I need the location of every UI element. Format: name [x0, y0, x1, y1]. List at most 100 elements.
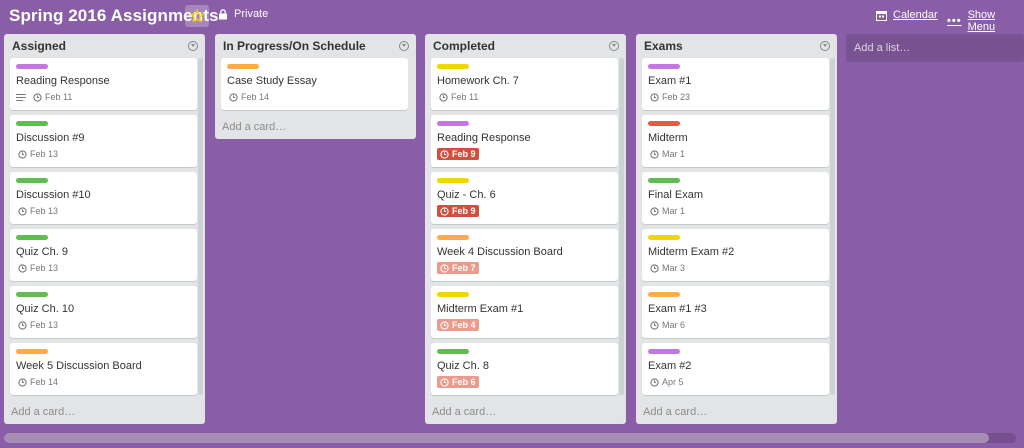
due-date-badge: Mar 6 — [648, 319, 687, 331]
card[interactable]: Reading Response Feb 9 — [431, 115, 618, 167]
card[interactable]: Reading Response Feb 11 — [10, 58, 197, 110]
card-label[interactable] — [648, 235, 680, 240]
card[interactable]: Quiz Ch. 9 Feb 13 — [10, 229, 197, 281]
card-label[interactable] — [227, 64, 259, 69]
card[interactable]: Final Exam Mar 1 — [642, 172, 829, 224]
star-button[interactable] — [185, 5, 209, 27]
card-badges: Mar 3 — [648, 262, 823, 274]
list-header: Exams — [636, 34, 837, 58]
list-menu-icon[interactable] — [399, 41, 409, 51]
card-title: Quiz - Ch. 6 — [437, 189, 496, 201]
card-title: Homework Ch. 7 — [437, 75, 519, 87]
card-badges: Feb 9 — [437, 205, 612, 217]
clock-icon — [229, 92, 238, 102]
card-label[interactable] — [16, 64, 48, 69]
clock-icon — [440, 320, 449, 330]
board-horizontal-scrollbar[interactable] — [4, 433, 1016, 443]
list-title[interactable]: In Progress/On Schedule — [223, 39, 366, 53]
card-label[interactable] — [437, 349, 469, 354]
card-label[interactable] — [437, 64, 469, 69]
due-date: Mar 1 — [662, 149, 686, 159]
due-date: Feb 9 — [452, 206, 476, 216]
add-card-button[interactable]: Add a card… — [432, 406, 497, 418]
add-card-button[interactable]: Add a card… — [222, 121, 287, 133]
card-label[interactable] — [437, 121, 469, 126]
card-badges: Feb 14 — [227, 91, 402, 103]
card-title: Discussion #10 — [16, 189, 91, 201]
card[interactable]: Midterm Exam #1 Feb 4 — [431, 286, 618, 338]
card[interactable]: Exam #1 #3 Mar 6 — [642, 286, 829, 338]
scrollbar-thumb[interactable] — [4, 433, 989, 443]
due-date-badge: Feb 9 — [437, 148, 479, 160]
due-date: Feb 4 — [452, 320, 476, 330]
card-label[interactable] — [16, 178, 48, 183]
card-title: Discussion #9 — [16, 132, 85, 144]
list-menu-icon[interactable] — [188, 41, 198, 51]
card-badges: Feb 13 — [16, 205, 191, 217]
card-label[interactable] — [437, 178, 469, 183]
card[interactable]: Quiz Ch. 10 Feb 13 — [10, 286, 197, 338]
calendar-button[interactable]: Calendar — [876, 9, 938, 21]
list-title[interactable]: Assigned — [12, 39, 67, 53]
board-title[interactable]: Spring 2016 Assignments — [9, 6, 219, 25]
clock-icon — [18, 263, 27, 273]
card-badges: Mar 1 — [648, 148, 823, 160]
card[interactable]: Case Study Essay Feb 14 — [221, 58, 408, 110]
card-label[interactable] — [648, 178, 680, 183]
due-date-badge: Feb 11 — [437, 91, 480, 103]
due-date: Feb 9 — [452, 149, 476, 159]
due-date-badge: Feb 14 — [227, 91, 271, 103]
card-title: Quiz Ch. 10 — [16, 303, 75, 315]
list-scrollbar[interactable] — [198, 58, 203, 395]
card[interactable]: Discussion #9 Feb 13 — [10, 115, 197, 167]
card[interactable]: Midterm Mar 1 — [642, 115, 829, 167]
due-date: Mar 6 — [662, 320, 686, 330]
due-date-badge: Mar 1 — [648, 148, 687, 160]
card-label[interactable] — [437, 292, 469, 297]
clock-icon — [440, 149, 449, 159]
card[interactable]: Quiz Ch. 8 Feb 6 — [431, 343, 618, 395]
card[interactable]: Week 4 Discussion Board Feb 7 — [431, 229, 618, 281]
clock-icon — [440, 263, 449, 273]
due-date: Mar 1 — [662, 206, 686, 216]
add-list-button[interactable]: Add a list… — [846, 34, 1024, 62]
clock-icon — [650, 206, 659, 216]
card[interactable]: Quiz - Ch. 6 Feb 9 — [431, 172, 618, 224]
due-date: Feb 13 — [30, 320, 59, 330]
card-badges: Feb 13 — [16, 319, 191, 331]
due-date: Feb 14 — [241, 92, 270, 102]
card[interactable]: Homework Ch. 7 Feb 11 — [431, 58, 618, 110]
card-title: Midterm Exam #2 — [648, 246, 735, 258]
card[interactable]: Exam #1 Feb 23 — [642, 58, 829, 110]
list-scrollbar[interactable] — [830, 58, 835, 395]
card-badges: Apr 5 — [648, 376, 823, 388]
card-title: Week 4 Discussion Board — [437, 246, 563, 258]
add-card-button[interactable]: Add a card… — [11, 406, 76, 418]
more-icon: ••• — [947, 15, 962, 27]
due-date: Feb 13 — [30, 206, 59, 216]
card[interactable]: Week 5 Discussion Board Feb 14 — [10, 343, 197, 395]
card-label[interactable] — [16, 349, 48, 354]
card-label[interactable] — [437, 235, 469, 240]
list-title[interactable]: Completed — [433, 39, 496, 53]
card-label[interactable] — [16, 121, 48, 126]
card-label[interactable] — [16, 292, 48, 297]
card-label[interactable] — [16, 235, 48, 240]
card[interactable]: Exam #2 Apr 5 — [642, 343, 829, 395]
card-label[interactable] — [648, 349, 680, 354]
list-scrollbar[interactable] — [619, 58, 624, 395]
show-menu-button[interactable]: ••• Show Menu — [947, 9, 1024, 33]
card-title: Midterm — [648, 132, 688, 144]
card[interactable]: Midterm Exam #2 Mar 3 — [642, 229, 829, 281]
privacy-button[interactable]: Private — [218, 8, 268, 20]
card-title: Exam #2 — [648, 360, 692, 372]
card-label[interactable] — [648, 64, 680, 69]
list-menu-icon[interactable] — [609, 41, 619, 51]
list-menu-icon[interactable] — [820, 41, 830, 51]
list-title[interactable]: Exams — [644, 39, 683, 53]
card-label[interactable] — [648, 292, 680, 297]
card[interactable]: Discussion #10 Feb 13 — [10, 172, 197, 224]
card-label[interactable] — [648, 121, 680, 126]
card-badges: Feb 13 — [16, 262, 191, 274]
add-card-button[interactable]: Add a card… — [643, 406, 708, 418]
